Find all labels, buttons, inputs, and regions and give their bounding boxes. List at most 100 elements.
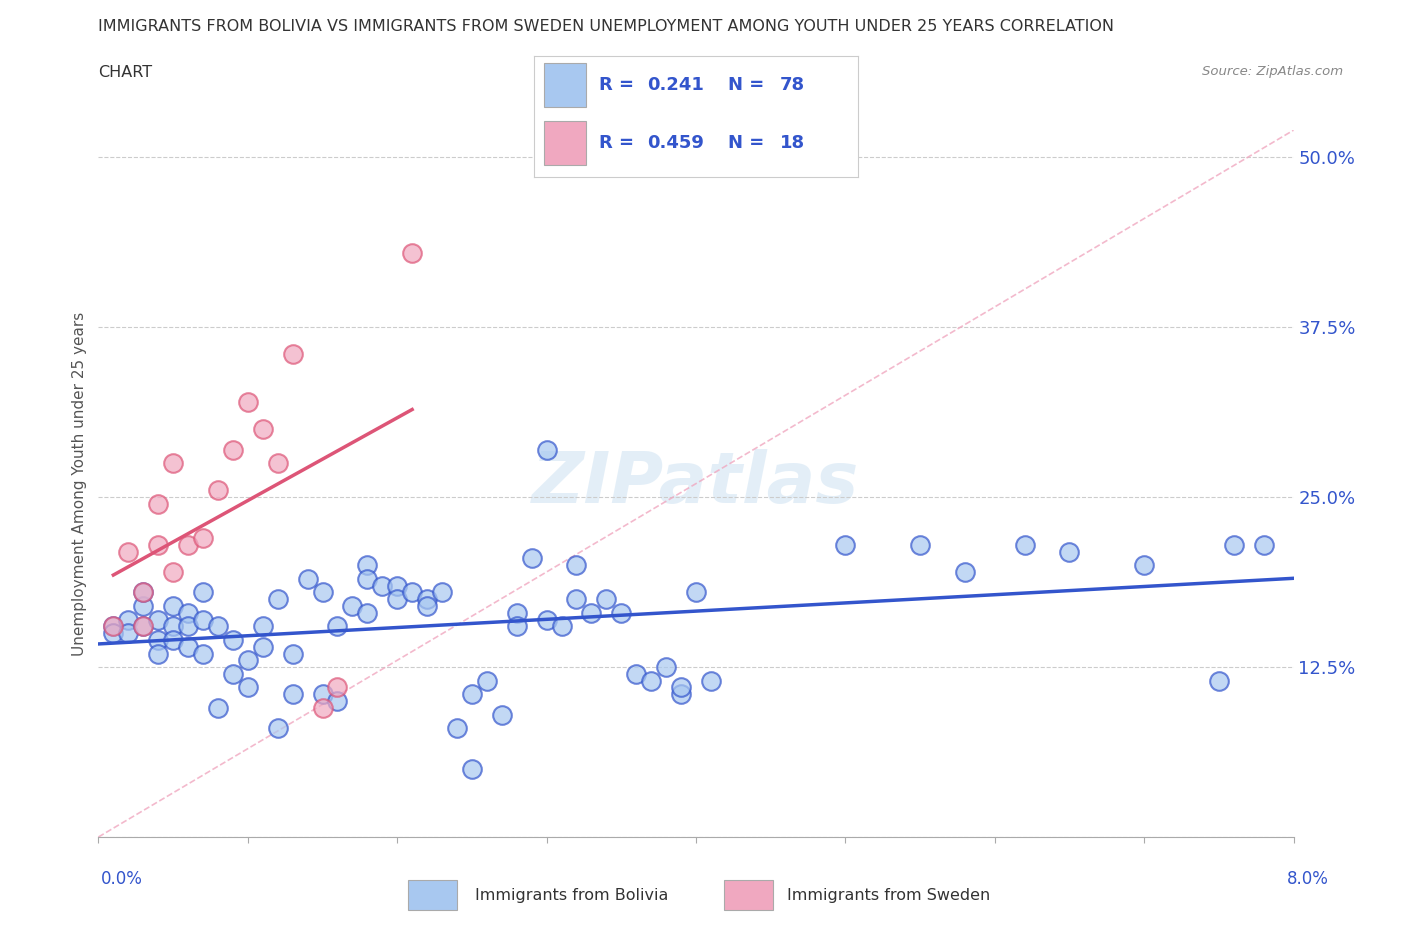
Point — [297, 571, 319, 586]
Point — [401, 585, 423, 600]
Point — [281, 687, 304, 702]
Point — [252, 422, 274, 437]
Point — [162, 456, 184, 471]
Point — [416, 591, 439, 606]
Point — [177, 618, 200, 633]
Point — [1059, 544, 1081, 559]
Point — [356, 605, 378, 620]
Point — [326, 618, 349, 633]
Point — [207, 700, 229, 715]
Point — [356, 571, 378, 586]
Point — [834, 538, 856, 552]
Point — [401, 246, 423, 260]
Point — [1014, 538, 1036, 552]
FancyBboxPatch shape — [408, 880, 457, 910]
Point — [1133, 558, 1156, 573]
Point — [191, 530, 214, 545]
Point — [640, 673, 662, 688]
Point — [685, 585, 707, 600]
FancyBboxPatch shape — [544, 121, 586, 165]
Text: Immigrants from Bolivia: Immigrants from Bolivia — [475, 887, 668, 903]
Point — [624, 667, 647, 682]
Point — [461, 687, 484, 702]
Text: Source: ZipAtlas.com: Source: ZipAtlas.com — [1202, 65, 1343, 78]
Point — [162, 599, 184, 614]
Point — [103, 618, 125, 633]
Point — [461, 762, 484, 777]
Text: 0.0%: 0.0% — [101, 870, 143, 888]
Point — [430, 585, 453, 600]
Point — [207, 618, 229, 633]
FancyBboxPatch shape — [724, 880, 773, 910]
Point — [132, 585, 155, 600]
Point — [148, 497, 170, 512]
Point — [356, 558, 378, 573]
Point — [252, 618, 274, 633]
Point — [177, 605, 200, 620]
Point — [252, 639, 274, 654]
Point — [669, 680, 692, 695]
Point — [506, 618, 529, 633]
Point — [117, 544, 139, 559]
Point — [550, 618, 572, 633]
Point — [536, 612, 558, 627]
Point — [148, 632, 170, 647]
Text: 8.0%: 8.0% — [1286, 870, 1329, 888]
Point — [385, 591, 409, 606]
Point — [311, 585, 333, 600]
Text: R =: R = — [599, 76, 640, 94]
Text: ZIPatlas: ZIPatlas — [533, 449, 859, 518]
Text: R =: R = — [599, 134, 640, 152]
Point — [162, 618, 184, 633]
Point — [536, 442, 558, 457]
Point — [565, 558, 588, 573]
Y-axis label: Unemployment Among Youth under 25 years: Unemployment Among Youth under 25 years — [72, 312, 87, 656]
Point — [475, 673, 498, 688]
Point — [953, 565, 976, 579]
Point — [908, 538, 931, 552]
Point — [371, 578, 394, 593]
Point — [281, 347, 304, 362]
Point — [236, 680, 259, 695]
Point — [446, 721, 468, 736]
Point — [326, 694, 349, 709]
Text: N =: N = — [728, 134, 770, 152]
Point — [267, 591, 290, 606]
Point — [222, 442, 245, 457]
Point — [1253, 538, 1275, 552]
Point — [610, 605, 633, 620]
Point — [191, 646, 214, 661]
Point — [117, 612, 139, 627]
Point — [520, 551, 543, 565]
Point — [177, 538, 200, 552]
Point — [581, 605, 603, 620]
Point — [148, 646, 170, 661]
Point — [117, 626, 139, 641]
Point — [132, 599, 155, 614]
Point — [281, 646, 304, 661]
Point — [132, 585, 155, 600]
Point — [177, 639, 200, 654]
Point — [132, 618, 155, 633]
Point — [311, 700, 333, 715]
Point — [342, 599, 364, 614]
Point — [326, 680, 349, 695]
Text: N =: N = — [728, 76, 770, 94]
Point — [385, 578, 409, 593]
Point — [148, 538, 170, 552]
Point — [506, 605, 529, 620]
Point — [595, 591, 617, 606]
Point — [191, 612, 214, 627]
Point — [267, 456, 290, 471]
Point — [669, 687, 692, 702]
Point — [416, 599, 439, 614]
Point — [103, 626, 125, 641]
Point — [236, 394, 259, 409]
Point — [565, 591, 588, 606]
Point — [191, 585, 214, 600]
Point — [222, 632, 245, 647]
Point — [162, 565, 184, 579]
Point — [655, 659, 678, 674]
Point — [162, 632, 184, 647]
Text: 18: 18 — [780, 134, 806, 152]
